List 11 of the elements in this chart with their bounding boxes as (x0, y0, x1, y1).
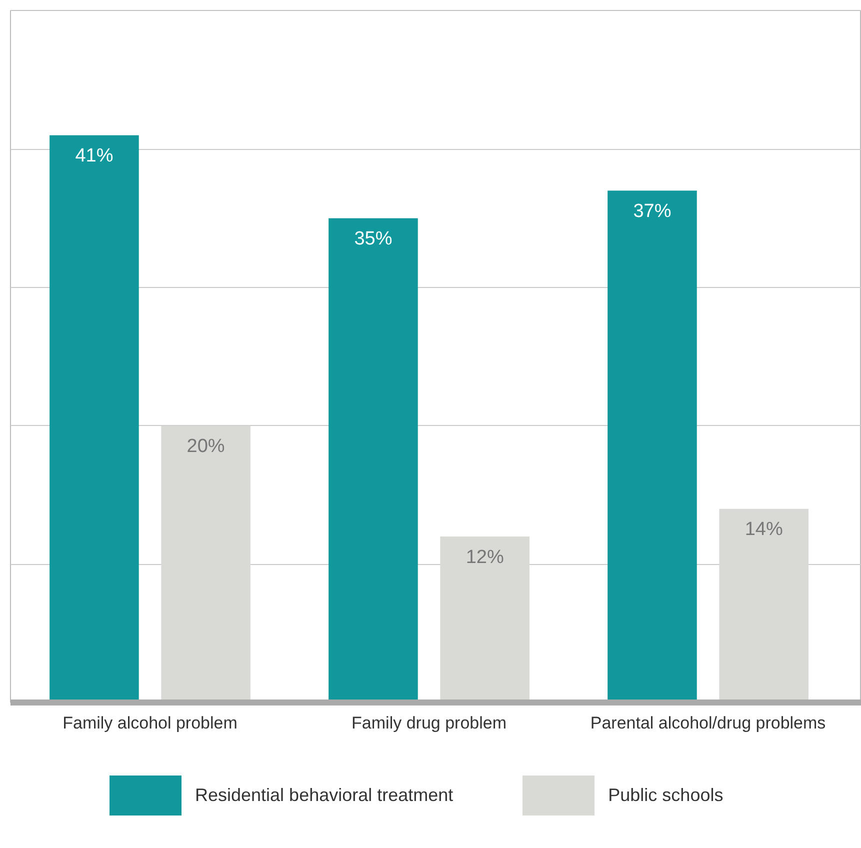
legend-label: Public schools (608, 784, 724, 806)
data-label: 37% (633, 201, 672, 222)
data-label: 35% (354, 228, 392, 250)
legend-label: Residential behavioral treatment (195, 784, 454, 806)
x-tick-label: Family drug problem (352, 714, 507, 732)
data-label: 14% (744, 519, 783, 540)
x-tick-label: Parental alcohol/drug problems (590, 714, 826, 732)
data-label: 20% (186, 436, 225, 458)
data-label: 41% (75, 146, 114, 167)
data-label: 12% (466, 546, 504, 568)
x-tick-label: Family alcohol problem (62, 714, 238, 732)
